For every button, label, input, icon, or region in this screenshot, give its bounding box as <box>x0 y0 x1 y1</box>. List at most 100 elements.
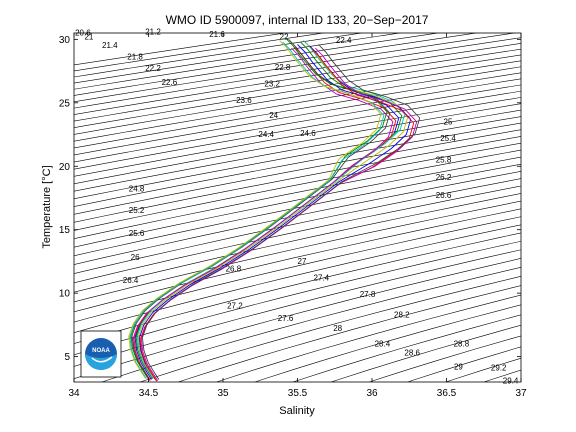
density-label: 22.2 <box>145 64 161 73</box>
isopycnal-line <box>177 285 521 382</box>
isopycnal-line <box>74 216 521 323</box>
isopycnal-line <box>74 66 521 142</box>
x-tick-label: 35 <box>217 388 229 399</box>
profile-line <box>137 42 409 380</box>
density-label: 21.4 <box>102 41 118 50</box>
density-label: 29.4 <box>503 376 519 385</box>
density-label: 27.6 <box>278 314 294 323</box>
density-label: 27.2 <box>227 301 243 310</box>
x-tick-label: 35.5 <box>288 388 308 399</box>
density-contours <box>74 33 521 382</box>
isopycnal-line <box>406 346 521 382</box>
isopycnal-line <box>74 60 521 135</box>
density-label: 22.4 <box>336 36 352 45</box>
density-label: 22.8 <box>275 63 291 72</box>
x-axis-label: Salinity <box>279 405 315 417</box>
isopycnal-line <box>74 43 521 115</box>
density-label: 24.4 <box>258 130 274 139</box>
density-label: 23.6 <box>236 96 252 105</box>
density-label: 28 <box>333 324 342 333</box>
density-label: 25.4 <box>440 134 456 143</box>
density-label: 25.2 <box>129 206 145 215</box>
density-label: 23.2 <box>264 79 280 88</box>
isopycnal-line <box>368 335 521 382</box>
density-label: 22 <box>280 32 289 41</box>
density-label: 25.6 <box>129 229 145 238</box>
isopycnal-line <box>330 324 521 382</box>
x-tick-label: 36.5 <box>437 388 457 399</box>
profile-line <box>136 40 406 379</box>
isopycnal-line <box>74 33 517 103</box>
x-tick-label: 34.5 <box>139 388 159 399</box>
density-label: 29 <box>454 362 463 371</box>
density-label: 27.4 <box>314 274 330 283</box>
isopycnal-line <box>74 142 521 231</box>
isopycnal-line <box>74 200 521 303</box>
density-label: 24 <box>269 111 278 120</box>
isopycnal-line <box>253 304 521 382</box>
profile-line <box>141 44 421 380</box>
isopycnal-line <box>74 78 521 156</box>
density-label: 21.2 <box>145 27 161 36</box>
profile-line <box>129 41 385 379</box>
isopycnal-line <box>74 149 521 240</box>
isopycnal-line <box>74 48 521 122</box>
density-label: 25 <box>444 117 453 126</box>
isopycnal-line <box>74 193 521 293</box>
profile-line <box>128 40 382 379</box>
y-tick-label: 15 <box>59 225 71 236</box>
x-tick-label: 37 <box>515 388 527 399</box>
x-tick-label: 34 <box>68 388 80 399</box>
isopycnal-line <box>74 33 479 96</box>
isopycnal-line <box>74 37 521 109</box>
density-label: 29.2 <box>491 364 507 373</box>
density-label: 24.6 <box>300 129 316 138</box>
y-axis-label: Temperature [°C] <box>41 165 53 248</box>
isopycnal-line <box>74 33 440 90</box>
x-tick-label: 36 <box>366 388 378 399</box>
profile-line <box>131 38 391 378</box>
isopycnal-line <box>74 33 402 84</box>
noaa-logo: NOAA <box>80 330 122 378</box>
density-label: 26 <box>131 253 140 262</box>
isopycnal-line <box>292 314 521 382</box>
density-label: 28.4 <box>375 340 391 349</box>
isopycnal-line <box>100 266 521 382</box>
isopycnal-line <box>215 294 521 382</box>
y-tick-label: 30 <box>59 35 71 46</box>
noaa-logo-text: NOAA <box>92 348 110 354</box>
density-label: 28.8 <box>454 340 470 349</box>
profile-lines <box>128 37 421 382</box>
isopycnal-line <box>74 72 521 149</box>
isopycnal-line <box>74 258 521 379</box>
density-label: 28.2 <box>394 310 410 319</box>
density-label: 28.6 <box>404 348 420 357</box>
density-label: 22.6 <box>162 78 178 87</box>
density-label: 21 <box>84 32 93 41</box>
density-label: 21.8 <box>127 53 143 62</box>
isopycnal-line <box>74 136 521 223</box>
isopycnal-line <box>74 171 521 265</box>
density-label: 26.2 <box>436 173 452 182</box>
density-label: 27 <box>298 257 307 266</box>
y-axis-ticks: 5 10 15 20 25 30 <box>59 35 521 363</box>
isopycnal-line <box>74 178 521 274</box>
isopycnal-line <box>74 156 521 248</box>
density-label: 21.6 <box>209 30 225 39</box>
isopycnal-line <box>74 185 521 284</box>
density-label: 26.4 <box>123 276 139 285</box>
density-label: 26.8 <box>226 265 242 274</box>
isopycnal-line <box>74 163 521 257</box>
density-label: 26.6 <box>436 191 452 200</box>
x-axis-ticks: 34 34.5 35 35.5 36 36.5 37 <box>68 33 527 399</box>
density-label: 25.8 <box>436 155 452 164</box>
y-tick-label: 10 <box>59 289 71 300</box>
y-tick-label: 25 <box>59 98 71 109</box>
y-tick-label: 20 <box>59 162 71 173</box>
isopycnal-line <box>139 275 521 382</box>
density-label: 27.8 <box>360 290 376 299</box>
chart-title: WMO ID 5900097, internal ID 133, 20−Sep−… <box>166 13 429 27</box>
density-label: 24.8 <box>129 185 145 194</box>
